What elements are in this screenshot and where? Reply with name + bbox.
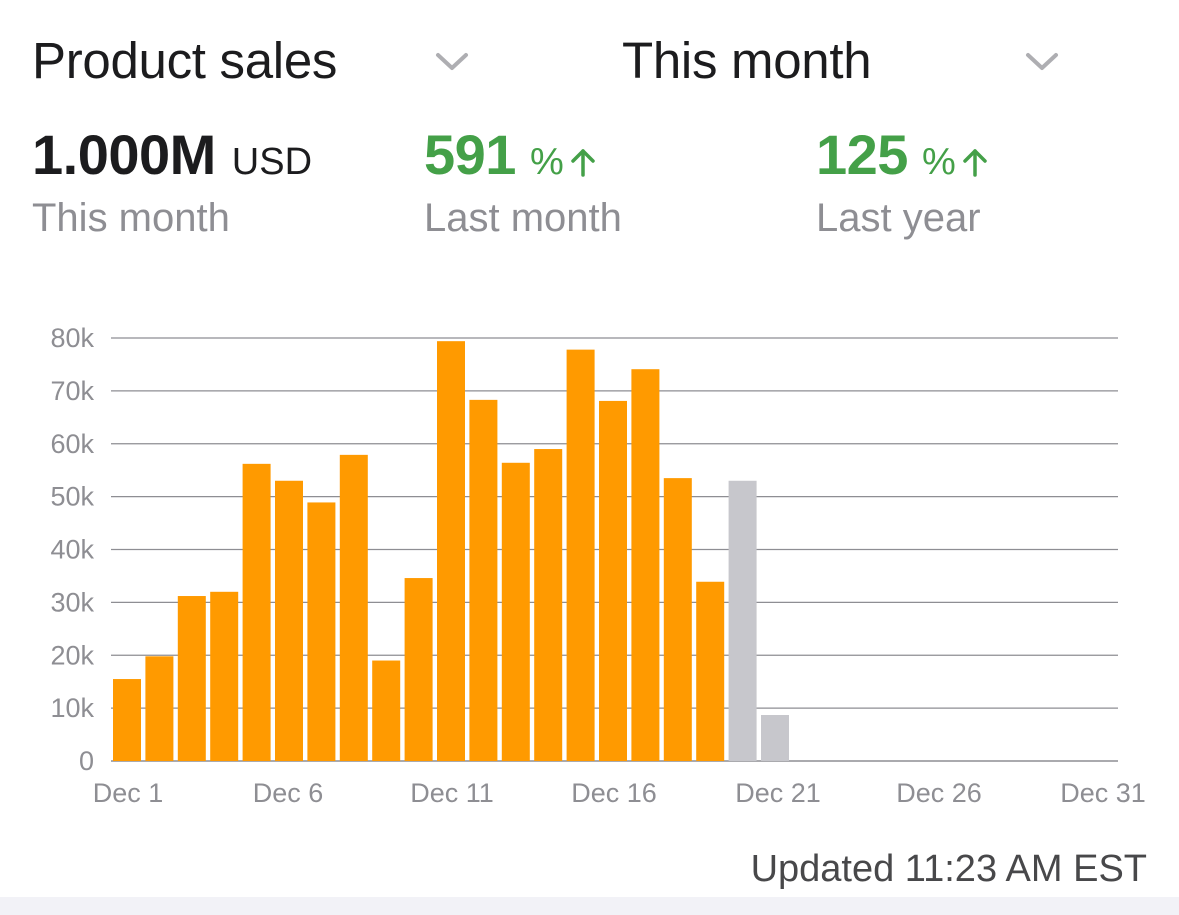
last-year-caption: Last year [816,196,981,240]
x-tick-label: Dec 16 [571,778,657,808]
arrow-up-icon [962,149,987,177]
y-tick-label: 0 [79,746,94,776]
total-unit: USD [231,141,313,183]
bar-actual [210,591,239,761]
bar-actual [566,349,595,761]
y-tick-label: 80k [50,323,94,353]
last-month-unit: % [529,141,564,183]
bar-actual [145,656,174,761]
bar-actual [307,502,336,761]
bar-actual [534,449,563,761]
total-value: 1.000M [32,123,216,186]
x-tick-label: Dec 26 [896,778,982,808]
period-selector-label: This month [622,31,872,89]
bar-actual [372,660,401,761]
bar-actual [404,578,433,761]
bar-actual [339,454,368,761]
bar-actual [599,400,627,761]
updated-timestamp: Updated 11:23 AM EST [750,848,1147,890]
chevron-down-icon [436,53,468,70]
bar-actual [113,679,141,761]
bar-actual [696,581,725,761]
bar-actual [469,399,498,761]
x-tick-label: Dec 31 [1060,778,1146,808]
x-tick-label: Dec 1 [93,778,164,808]
footer-divider [0,897,1179,915]
y-tick-label: 20k [50,640,94,670]
last-year-unit: % [921,141,956,183]
stat-total: 1.000M USD This month [32,122,312,241]
metric-selector-label: Product sales [32,31,338,89]
bar-projected [728,480,757,761]
x-tick-label: Dec 11 [410,778,494,808]
y-tick-label: 50k [50,482,94,512]
bar-actual [275,480,303,761]
total-caption: This month [32,196,230,240]
bar-actual [631,369,660,761]
sales-bar-chart: 0 10k 20k 30k 40k 50k 60k 70k 80k Dec 1 Dec 6 Dec 1… [50,323,1146,808]
bar-actual [501,462,530,761]
last-year-value: 125 [816,123,908,186]
x-tick-label: Dec 21 [735,778,821,808]
last-month-value: 591 [424,123,516,186]
y-tick-label: 70k [50,376,94,406]
last-month-caption: Last month [424,196,622,240]
bar-actual [242,463,271,761]
bar-actual [437,341,465,761]
bar-projected [761,714,789,761]
y-tick-label: 10k [50,693,94,723]
bar-actual [177,596,206,761]
period-selector[interactable]: This month [622,30,1062,90]
x-tick-label: Dec 6 [253,778,324,808]
y-tick-label: 60k [50,429,94,459]
chevron-down-icon [1026,53,1058,70]
stat-last-year: 125 % Last year [816,122,988,241]
arrow-up-icon [570,149,595,177]
y-tick-label: 40k [50,535,94,565]
metric-selector[interactable]: Product sales [32,30,472,90]
stat-last-month: 591 % Last month [424,122,622,241]
y-tick-label: 30k [50,587,94,617]
bar-actual [663,478,692,761]
